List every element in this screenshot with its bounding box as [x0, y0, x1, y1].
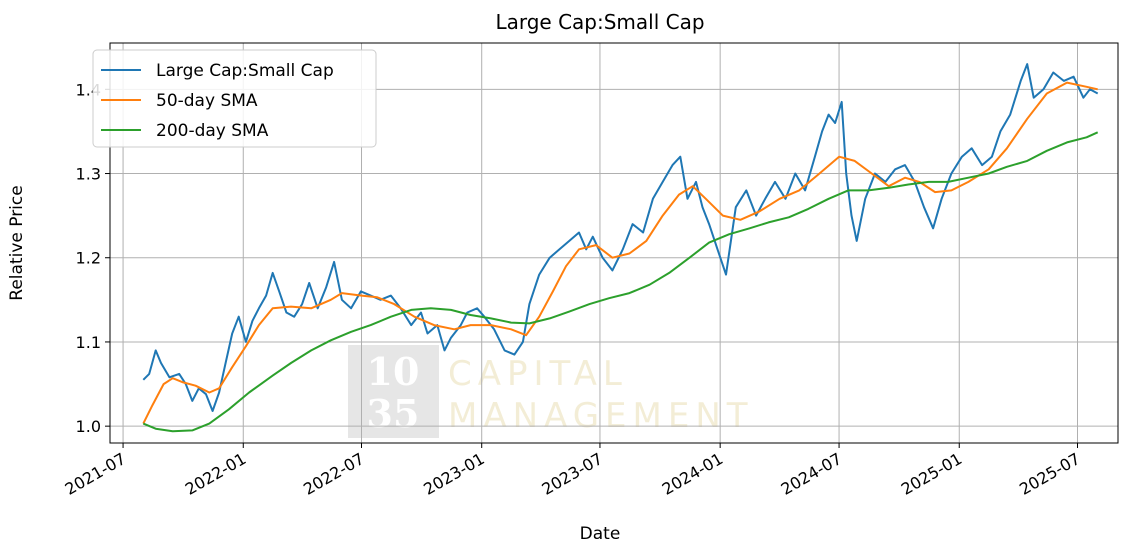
plot-frame: [109, 42, 1119, 444]
y-axis-title: Relative Price: [7, 185, 27, 300]
x-axis: 2021-07 2022-01 2022-07 2023-01 2023-07 2024-…: [62, 443, 1083, 499]
y-tick-label: 1.1: [76, 333, 101, 352]
x-tick-label: 2024-07: [778, 449, 845, 499]
legend-label-0: Large Cap:Small Cap: [156, 61, 334, 81]
x-axis-title: Date: [580, 524, 621, 544]
x-tick-label: 2023-01: [420, 449, 487, 499]
x-tick-label: 2023-07: [539, 449, 606, 499]
x-tick-label: 2025-01: [898, 449, 965, 499]
watermark-number-1: 10: [367, 349, 420, 394]
x-tick-label: 2022-07: [300, 449, 367, 499]
chart-title: Large Cap:Small Cap: [495, 10, 704, 34]
legend-box: [92, 49, 377, 148]
y-tick-label: 1.2: [76, 249, 101, 268]
x-tick-label: 2025-07: [1016, 449, 1083, 499]
watermark-logo: 10 35 CAPITAL MANAGEMENT: [348, 345, 754, 438]
watermark-text-1: CAPITAL: [448, 354, 628, 394]
watermark-box: [348, 345, 439, 438]
y-tick-label: 1.0: [76, 417, 101, 436]
watermark-number-2: 35: [367, 391, 420, 436]
watermark-text-2: MANAGEMENT: [448, 396, 754, 436]
series-layer: [142, 63, 1099, 433]
x-tick-label: 2021-07: [62, 449, 129, 499]
legend-label-2: 200-day SMA: [156, 121, 269, 141]
y-tick-label: 1.3: [76, 165, 101, 184]
legend-label-1: 50-day SMA: [156, 91, 258, 111]
series-line-2: [142, 131, 1099, 433]
y-axis: 1.01.11.21.31.4: [76, 80, 110, 436]
legend: Large Cap:Small Cap 50-day SMA 200-day SMA: [92, 49, 377, 148]
x-tick-label: 2022-01: [182, 449, 249, 499]
x-tick-label: 2024-01: [659, 449, 726, 499]
